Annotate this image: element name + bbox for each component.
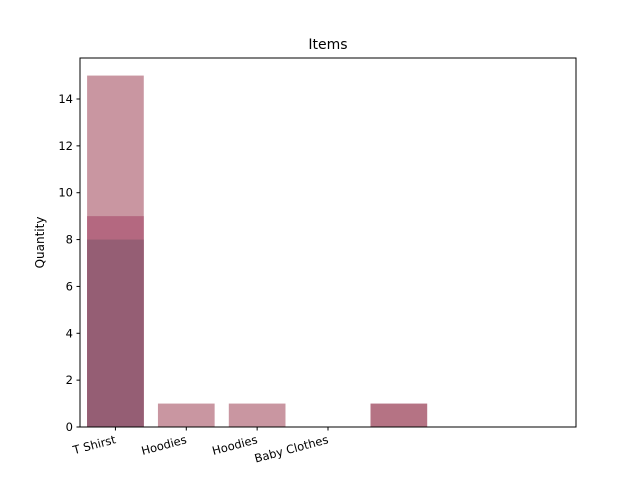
plot-area-background xyxy=(80,58,576,427)
y-tick-label-2: 4 xyxy=(66,326,73,340)
y-axis-label: Quantity xyxy=(33,217,47,269)
bar-4 xyxy=(228,403,286,427)
y-tick-label-0: 0 xyxy=(66,420,73,434)
y-tick-label-5: 10 xyxy=(58,186,73,200)
bar-3 xyxy=(157,403,215,427)
y-tick-label-7: 14 xyxy=(58,92,73,106)
y-tick-label-4: 8 xyxy=(66,233,73,247)
y-tick-label-6: 12 xyxy=(58,139,73,153)
bars-layer xyxy=(87,75,428,427)
bar-5 xyxy=(370,403,428,427)
bar-2 xyxy=(87,239,144,427)
y-tick-label-1: 2 xyxy=(66,373,73,387)
y-axis-ticks: 0 2 4 6 8 10 12 14 xyxy=(58,92,80,434)
chart-title: Items xyxy=(308,37,347,53)
y-tick-label-3: 6 xyxy=(66,279,73,293)
